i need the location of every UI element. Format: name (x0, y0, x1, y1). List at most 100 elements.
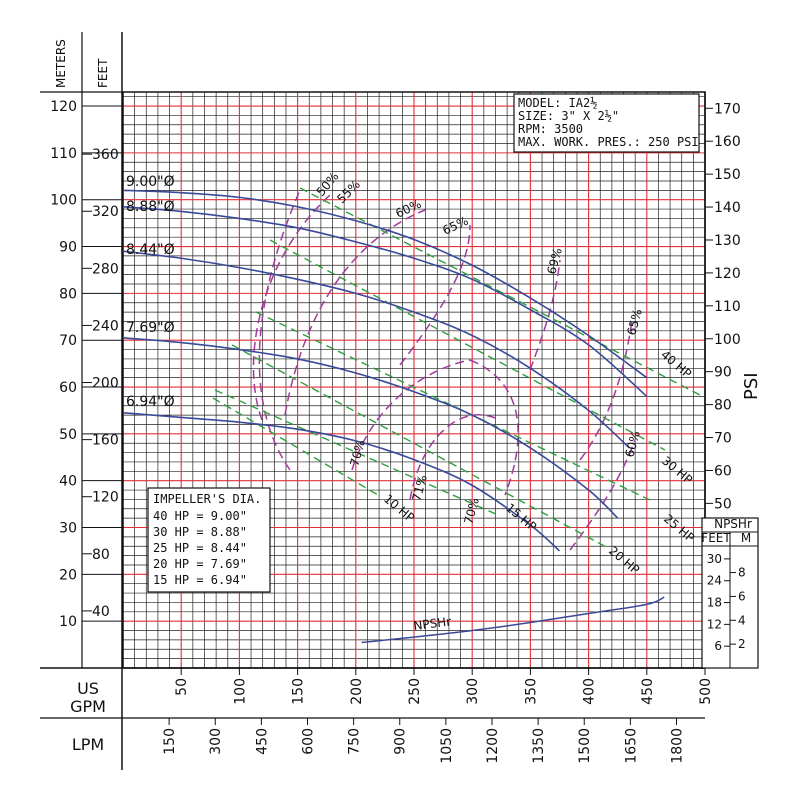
npshr-meter-tick-label: 6 (738, 589, 746, 603)
meters-tick-label: 80 (59, 286, 77, 302)
info-max-pressure: MAX. WORK. PRES.: 250 PSI (518, 135, 699, 149)
eff-label-70-left: 70% (347, 438, 367, 467)
psi-axis-label: PSI (741, 372, 762, 400)
hp-line-2 (255, 311, 651, 501)
psi-tick-label: 110 (714, 299, 741, 315)
gpm-tick-label: 150 (291, 678, 307, 705)
meters-tick-label: 20 (59, 567, 77, 583)
npshr-box-title: NPSHr (714, 517, 752, 531)
efficiency-curve-3 (399, 224, 471, 366)
gpm-tick-label: 350 (523, 678, 539, 705)
feet-tick-label: 200 (92, 376, 119, 392)
head-curve-1 (122, 205, 648, 397)
hp-label-20: 20 HP (606, 544, 642, 577)
feet-tick-label: 320 (92, 204, 119, 220)
gpm-tick-label: 400 (582, 678, 598, 705)
head-curve-3 (122, 337, 619, 519)
psi-tick-label: 150 (714, 167, 741, 183)
npshr-feet-tick-label: 12 (707, 617, 722, 631)
meters-tick-label: 40 (59, 474, 77, 490)
impeller-row-20hp: 20 HP = 7.69" (153, 557, 247, 571)
npshr-feet-tick-label: 24 (707, 574, 722, 588)
feet-tick-label: 280 (92, 261, 119, 277)
npshr-curve-label: NPSHr (413, 614, 452, 633)
npshr-meter-tick-label: 2 (738, 637, 746, 651)
lpm-tick-label: 150 (162, 728, 178, 755)
feet-tick-label: 240 (92, 318, 119, 334)
impeller-row-15hp: 15 HP = 6.94" (153, 573, 247, 587)
gpm-tick-label: 100 (232, 678, 248, 705)
npshr-meter-tick-label: 8 (738, 566, 746, 580)
meters-tick-label: 70 (59, 333, 77, 349)
npshr-meter-tick-label: 4 (738, 613, 746, 627)
lpm-tick-label: 1650 (623, 728, 639, 764)
lpm-tick-label: 1200 (485, 728, 501, 764)
meters-tick-label: 110 (50, 146, 77, 162)
psi-tick-label: 160 (714, 134, 741, 150)
info-rpm: RPM: 3500 (518, 122, 583, 136)
eff-label-65: 65% (440, 214, 470, 238)
efficiency-curve-8 (469, 359, 519, 496)
meters-tick-label: 10 (59, 614, 77, 630)
npshr-feet-tick-label: 30 (707, 552, 722, 566)
npshr-feet-tick-label: 18 (707, 596, 722, 610)
curve-label-8-44: 8.44"Ø (126, 242, 175, 258)
meters-tick-label: 60 (59, 380, 77, 396)
psi-tick-label: 120 (714, 266, 741, 282)
chart-frame (40, 32, 759, 770)
curve-label-6-94: 6.94"Ø (126, 394, 175, 410)
lpm-tick-label: 750 (347, 728, 363, 755)
axis-ticks: 10 20 30 40 50 60 70 80 90 100 110 120 40 80 120 160 200… (50, 99, 745, 764)
meters-tick-label: 120 (50, 99, 77, 115)
hp-line-1 (269, 239, 666, 451)
gpm-axis-label-gpm: GPM (70, 697, 106, 716)
impeller-diameter-box: IMPELLER'S DIA. 40 HP = 9.00" 30 HP = 8.… (147, 487, 271, 593)
meters-tick-label: 100 (50, 193, 77, 209)
efficiency-curve-1 (252, 194, 331, 421)
psi-tick-label: 60 (714, 463, 732, 479)
psi-tick-label: 100 (714, 332, 741, 348)
lpm-tick-label: 1500 (577, 728, 593, 764)
meters-axis-label: METERS (54, 39, 68, 88)
lpm-tick-label: 1350 (531, 728, 547, 764)
head-curves (122, 189, 665, 644)
eff-label-71: 71% (409, 473, 429, 502)
feet-tick-label: 360 (92, 147, 119, 163)
lpm-tick-label: 900 (393, 728, 409, 755)
meters-tick-label: 30 (59, 521, 77, 537)
feet-tick-label: 160 (92, 433, 119, 449)
head-curve-0 (122, 189, 648, 379)
efficiency-curve-7 (351, 359, 471, 471)
hp-line-5 (212, 397, 379, 496)
hp-label-30: 30 HP (659, 454, 695, 487)
eff-label-60-right: 60% (622, 429, 642, 458)
psi-tick-label: 80 (714, 398, 732, 414)
psi-tick-label: 140 (714, 200, 741, 216)
lpm-axis-label: LPM (72, 735, 104, 754)
impeller-row-40hp: 40 HP = 9.00" (153, 509, 247, 523)
efficiency-curve-2 (284, 209, 426, 416)
curve-label-7-69: 7.69"Ø (126, 320, 175, 336)
hp-line-0 (299, 187, 701, 396)
head-curve-2 (122, 250, 630, 449)
feet-tick-label: 40 (92, 604, 110, 620)
lpm-tick-label: 1800 (669, 728, 685, 764)
efficiency-curve-5 (579, 319, 633, 461)
feet-axis-label: FEET (96, 58, 110, 88)
eff-label-70-right: 70% (461, 496, 481, 525)
info-model: MODEL: IA2½ (518, 96, 597, 110)
npshr-meters-label: M (741, 531, 751, 545)
gpm-axis-label-us: US (77, 679, 99, 698)
psi-tick-label: 170 (714, 101, 741, 117)
impeller-row-25hp: 25 HP = 8.44" (153, 541, 247, 555)
curve-label-8-88: 8.88"Ø (126, 199, 175, 215)
efficiency-curve-6 (569, 439, 636, 551)
lpm-tick-label: 450 (254, 728, 270, 755)
psi-tick-label: 130 (714, 233, 741, 249)
efficiency-curves (252, 189, 636, 551)
efficiency-curve-4 (529, 259, 561, 371)
head-curve-4 (122, 411, 561, 552)
psi-tick-label: 70 (714, 431, 732, 447)
lpm-tick-label: 300 (208, 728, 224, 755)
